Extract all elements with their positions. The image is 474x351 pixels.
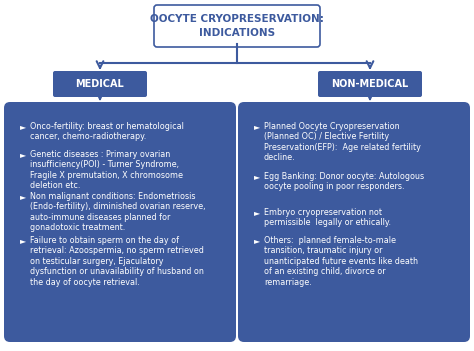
Text: Embryo cryopreservation not
permissible  legally or ethically.: Embryo cryopreservation not permissible …: [264, 208, 391, 227]
Text: MEDICAL: MEDICAL: [76, 79, 124, 89]
Text: Non malignant conditions: Endometriosis
(Endo-fertility), diminished ovarian res: Non malignant conditions: Endometriosis …: [30, 192, 206, 232]
Text: Egg Banking: Donor oocyte: Autologous
oocyte pooling in poor responders.: Egg Banking: Donor oocyte: Autologous oo…: [264, 172, 424, 191]
FancyBboxPatch shape: [238, 102, 470, 342]
Text: INDICATIONS: INDICATIONS: [199, 28, 275, 38]
FancyBboxPatch shape: [318, 71, 422, 97]
Text: Planned Oocyte Cryopreservation
(Planned OC) / Elective Fertility
Preservation(E: Planned Oocyte Cryopreservation (Planned…: [264, 122, 421, 162]
Text: ►: ►: [254, 172, 260, 181]
Text: OOCYTE CRYOPRESERVATION:: OOCYTE CRYOPRESERVATION:: [150, 14, 324, 24]
Text: Onco-fertility: breast or hematological
cancer, chemo-radiotherapy.: Onco-fertility: breast or hematological …: [30, 122, 184, 141]
Text: ►: ►: [254, 208, 260, 217]
FancyBboxPatch shape: [154, 5, 320, 47]
Text: ►: ►: [254, 122, 260, 131]
Text: ►: ►: [20, 122, 26, 131]
Text: NON-MEDICAL: NON-MEDICAL: [331, 79, 409, 89]
FancyBboxPatch shape: [4, 102, 236, 342]
FancyBboxPatch shape: [53, 71, 147, 97]
Text: ►: ►: [20, 192, 26, 201]
Text: ►: ►: [254, 236, 260, 245]
Text: Others:  planned female-to-male
transition, traumatic injury or
unanticipated fu: Others: planned female-to-male transitio…: [264, 236, 418, 287]
Text: ►: ►: [20, 236, 26, 245]
Text: Genetic diseases : Primary ovarian
insufficiency(POI) - Turner Syndrome,
Fragile: Genetic diseases : Primary ovarian insuf…: [30, 150, 183, 190]
Text: Failure to obtain sperm on the day of
retrieval: Azoospermia, no sperm retrieved: Failure to obtain sperm on the day of re…: [30, 236, 204, 287]
Text: ►: ►: [20, 150, 26, 159]
